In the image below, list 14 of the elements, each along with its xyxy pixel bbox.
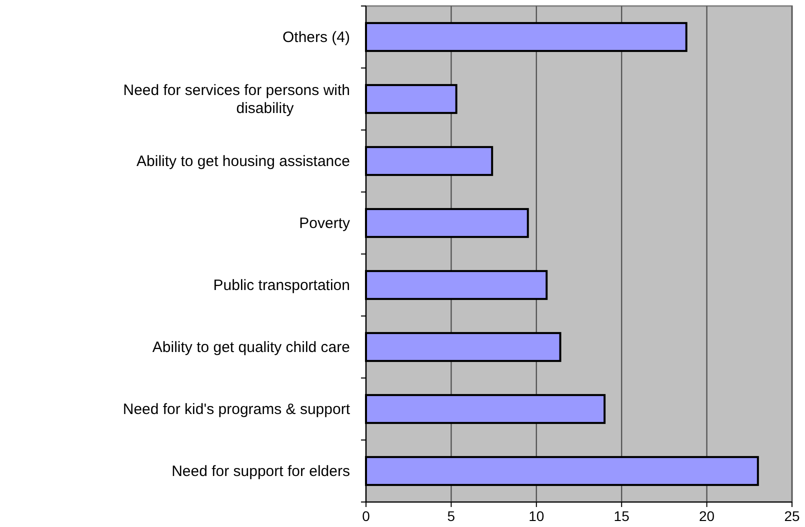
x-tick-label: 25 [784, 508, 800, 524]
x-tick-label: 0 [362, 508, 370, 524]
y-tick-label: Need for kid's programs & support [122, 400, 351, 418]
y-tick-label: Poverty [299, 214, 350, 232]
x-tick-label: 20 [699, 508, 715, 524]
y-tick-label: Public transportation [213, 276, 350, 294]
x-tick-label: 15 [614, 508, 630, 524]
x-tick-label: 5 [447, 508, 456, 524]
y-tick-label: Others (4) [282, 28, 350, 46]
y-tick-label: Ability to get housing assistance [136, 152, 350, 170]
y-tick-label: Ability to get quality child care [152, 338, 350, 356]
x-tick-label: 10 [528, 508, 544, 524]
y-tick-label: Need for services for persons with disability [123, 82, 350, 116]
y-tick-label: Need for support for elders [172, 462, 350, 480]
